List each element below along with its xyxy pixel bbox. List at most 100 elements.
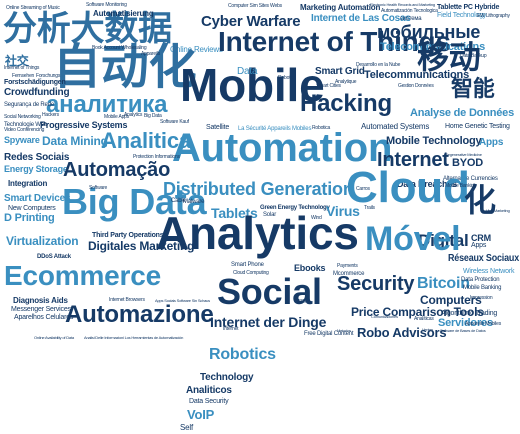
cloud-word: La Sécurité Appareils Mobiles <box>238 126 312 132</box>
cloud-word: Cloud Computing <box>233 270 269 276</box>
cloud-word: Data Backup <box>460 53 487 59</box>
cloud-word: система <box>400 16 422 22</box>
cloud-word: Social Networking <box>4 114 41 120</box>
cloud-word: BYOD <box>452 157 483 169</box>
cloud-word: Internet of Things <box>218 26 451 57</box>
cloud-word: Online Availability of Data <box>34 335 74 340</box>
cloud-word: Mobile Banking <box>445 183 477 189</box>
cloud-word: Online Reviews <box>170 45 223 54</box>
cloud-word: Trails <box>364 205 375 211</box>
cloud-word: Mobile Technology <box>386 135 482 147</box>
cloud-word: Cable <box>171 198 186 204</box>
cloud-word: Appareils Mobiles <box>465 321 502 327</box>
cloud-word: Computer Sim Sites Webs <box>228 3 282 9</box>
cloud-word: Hackers <box>42 112 59 118</box>
cloud-word: Carros <box>356 186 370 192</box>
cloud-word: Data Breaches <box>397 179 457 189</box>
cloud-word: Robo Advisors <box>357 325 447 340</box>
cloud-word: Bitcoin <box>417 275 470 292</box>
cloud-word: Integration <box>8 179 48 188</box>
cloud-word: Energy Storage <box>4 164 68 174</box>
cloud-word: Aparelhos Celulares <box>14 314 74 321</box>
cloud-word: Online Streaming of Music <box>6 5 60 11</box>
cloud-word: Segurança de Rede <box>4 102 54 108</box>
cloud-word: Ecommerce <box>4 260 161 291</box>
cloud-word: Comunicaciones <box>371 314 398 319</box>
cloud-word: Malware <box>183 199 205 205</box>
cloud-word: Apps <box>471 242 487 249</box>
cloud-word: Virtualization <box>6 234 79 248</box>
cloud-word: Third Party Operations <box>92 232 164 239</box>
cloud-word: Regenerative Medicine <box>445 152 482 157</box>
cloud-word: Satellite <box>206 124 230 131</box>
cloud-word: Automation <box>172 126 393 170</box>
cloud-word: Automated Systems <box>361 122 430 131</box>
cloud-word: 移动 <box>417 39 481 75</box>
cloud-word: Apps <box>479 137 504 148</box>
cloud-word: Security <box>337 273 415 295</box>
cloud-word: D Printing <box>4 212 55 224</box>
cloud-word: Internet der Dinge <box>210 314 327 330</box>
cloud-word: Redes Sociais <box>4 152 70 163</box>
cloud-word: Analíticas <box>414 316 434 322</box>
cloud-word: Mobile Apps <box>104 114 130 120</box>
cloud-word: Gestion Données <box>398 83 434 89</box>
cloud-word: Internet Browsers <box>109 297 145 303</box>
cloud-word: Smart Grid <box>315 66 365 77</box>
cloud-word: Analitica <box>101 128 191 153</box>
cloud-word: Analiticos <box>186 385 232 396</box>
cloud-word: Technology <box>200 372 254 383</box>
cloud-word: Forstschädigungen <box>4 79 66 86</box>
cloud-word: 分析大数据 <box>3 10 172 48</box>
cloud-word: Digitales Marketing <box>88 239 195 253</box>
cloud-word: Data <box>237 66 258 77</box>
cloud-word: Robotica <box>312 125 331 131</box>
cloud-word: Desarrollo en la Nube <box>356 62 401 68</box>
cloud-word: Ventes <box>422 327 434 332</box>
cloud-word: DDoS Attack <box>37 254 71 260</box>
cloud-word: Internet <box>223 326 239 332</box>
cloud-word: Diagnosis Aids <box>13 296 68 305</box>
cloud-word: Smart Cities <box>316 83 341 89</box>
cloud-word: Marketing Automation <box>300 3 381 12</box>
cloud-word: Solar <box>263 212 277 218</box>
cloud-word: Software de Bases de Datos <box>440 328 486 333</box>
cloud-word: Tablets <box>211 205 258 221</box>
cloud-word: 自动化 <box>53 41 197 94</box>
cloud-word: Appareils <box>141 51 161 57</box>
cloud-word: Big Data <box>144 113 162 119</box>
cloud-word: Big Data <box>62 181 207 222</box>
cloud-word: Price Comparison Tools <box>351 305 484 319</box>
cloud-word: Automatisierung <box>93 9 154 18</box>
cloud-word: Telecommunications <box>380 41 485 53</box>
cloud-word: мобильные <box>377 22 481 42</box>
cloud-word: Virus <box>326 203 360 219</box>
cloud-word: Hacking <box>300 90 392 117</box>
cloud-word: Mcommerce <box>333 271 365 277</box>
cloud-word: Field Technology <box>437 12 487 19</box>
cloud-word: 智能 <box>451 76 495 101</box>
cloud-word: Analytics <box>124 112 143 118</box>
cloud-word: Protection Informations <box>133 154 180 160</box>
cloud-word: Self <box>180 423 193 432</box>
cloud-word: Algorithmic Trading <box>441 310 498 317</box>
cloud-word: Crowdfunding <box>4 87 70 98</box>
cloud-word: Internet de Las Cosas <box>311 13 411 24</box>
cloud-word: Robotics <box>209 346 276 363</box>
cloud-word: Payments <box>337 263 358 269</box>
cloud-word: Software Kauf <box>160 119 189 125</box>
cloud-word: Analytics <box>156 207 359 259</box>
cloud-word: Internet of Things <box>4 65 40 71</box>
cloud-word: Free Digital Content <box>304 331 354 337</box>
cloud-word: Telecommunications <box>364 69 469 81</box>
cloud-word: Spyware <box>4 135 40 145</box>
cloud-word: Book Account Wholesaling <box>92 45 147 51</box>
cloud-word: 社交 <box>5 54 29 68</box>
cloud-word: Video Conferencing <box>4 127 45 133</box>
cloud-word: Metodos <box>337 328 351 333</box>
cloud-word: Apps Sociais Software Sin Schaus <box>155 298 210 303</box>
cloud-word: Wind <box>311 215 322 221</box>
cloud-word: Automazione <box>65 301 214 328</box>
cloud-word: Réseaux Sociaux <box>448 253 520 264</box>
